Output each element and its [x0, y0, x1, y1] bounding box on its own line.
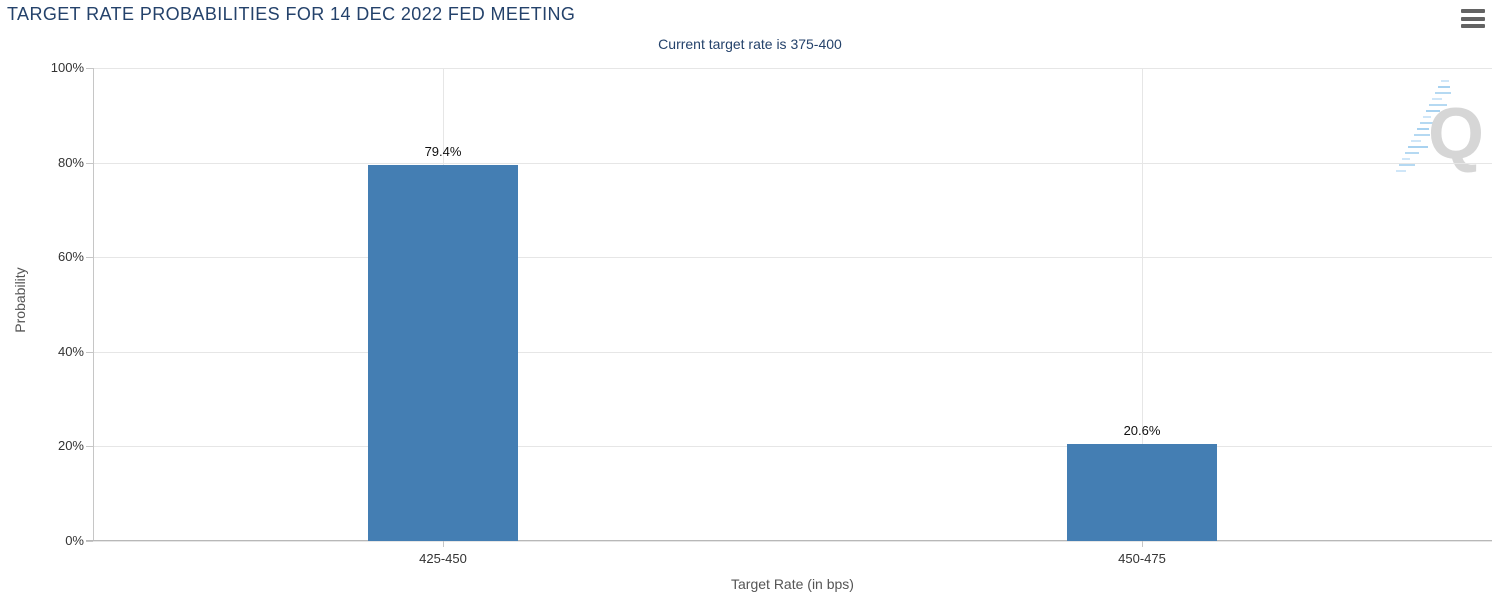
bar-value-label: 79.4% — [424, 144, 462, 159]
x-axis-line — [86, 540, 1492, 541]
y-gridline — [93, 163, 1492, 164]
bar-value-label: 20.6% — [1123, 423, 1161, 438]
y-tick-mark — [86, 257, 93, 258]
chart-title: TARGET RATE PROBABILITIES FOR 14 DEC 202… — [7, 4, 576, 24]
chart-context-menu-button[interactable] — [1461, 9, 1487, 28]
quikstrike-q-logo: Q — [1427, 94, 1484, 174]
y-tick-mark — [86, 352, 93, 353]
bar-425-450[interactable] — [368, 165, 518, 541]
y-tick-mark — [86, 541, 93, 542]
x-axis-title: Target Rate (in bps) — [731, 576, 854, 592]
y-gridline — [93, 257, 1492, 258]
x-category-label: 450-475 — [1118, 551, 1166, 566]
quikstrike-watermark: Q — [1394, 74, 1486, 178]
y-tick-label: 60% — [57, 249, 84, 264]
y-gridline — [93, 541, 1492, 542]
plot-area: Q 79.4% 425-450 20.6% 450-475 — [86, 68, 1492, 566]
y-gridline — [93, 68, 1492, 69]
y-tick-label: 0% — [65, 533, 84, 548]
x-tick-mark — [443, 541, 444, 547]
bar-450-475[interactable] — [1067, 444, 1217, 541]
quikstrike-dashes-icon — [1396, 80, 1451, 172]
x-tick-mark — [1142, 541, 1143, 547]
x-gridline — [1142, 68, 1143, 541]
chart-subtitle: Current target rate is 375-400 — [658, 36, 842, 52]
y-tick-label: 40% — [57, 344, 84, 359]
y-tick-mark — [86, 163, 93, 164]
y-tick-label: 100% — [50, 60, 84, 75]
y-axis-title: Probability — [12, 267, 28, 333]
y-tick-label: 20% — [57, 438, 84, 453]
hamburger-icon — [1461, 16, 1485, 21]
y-tick-label: 80% — [57, 155, 84, 170]
y-gridline — [93, 352, 1492, 353]
x-category-label: 425-450 — [419, 551, 467, 566]
y-axis-line — [93, 68, 94, 541]
hamburger-icon — [1461, 9, 1485, 13]
y-gridline — [93, 446, 1492, 447]
hamburger-icon — [1461, 24, 1485, 28]
y-tick-mark — [86, 446, 93, 447]
y-tick-mark — [86, 68, 93, 69]
